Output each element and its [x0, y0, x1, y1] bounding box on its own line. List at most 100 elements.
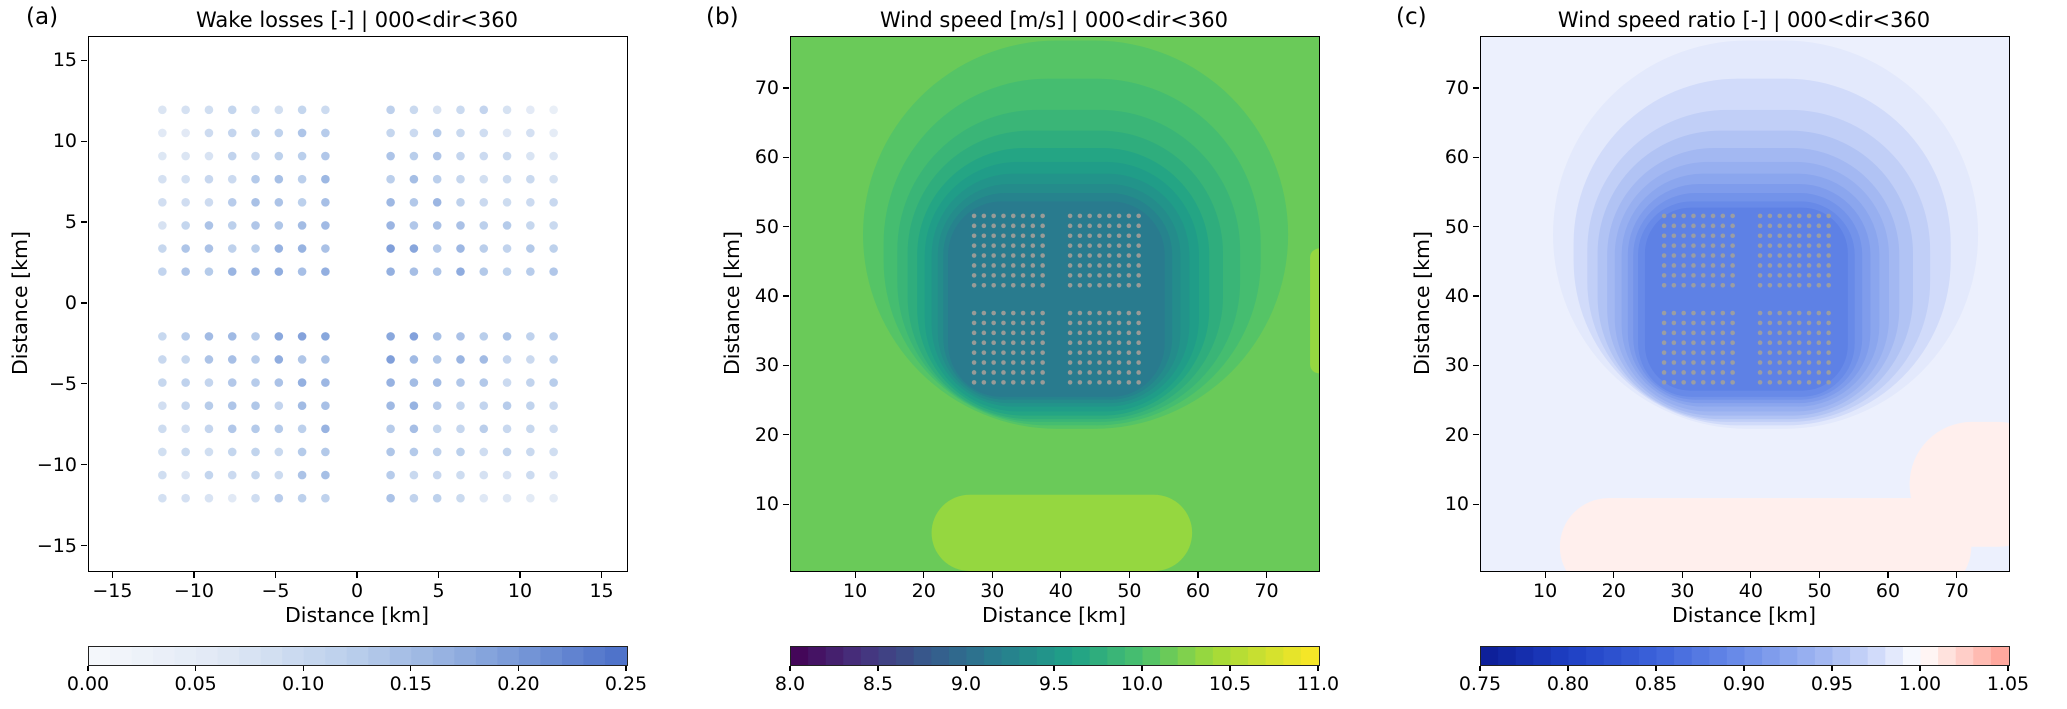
colorbar-tick-label: 0.20: [497, 673, 540, 695]
y-tick-mark: [81, 59, 87, 61]
plot-area-b: [790, 36, 1320, 572]
colorbar-tick-mark: [195, 666, 197, 671]
colorbar-tick-mark: [1743, 666, 1745, 671]
x-tick-mark: [1887, 572, 1889, 578]
colorbar-tick-label: 10.5: [1208, 673, 1252, 695]
x-tick-mark: [1613, 572, 1615, 578]
x-tick-mark: [274, 572, 277, 578]
x-tick-mark: [1955, 572, 1958, 578]
colorbar-tick-mark: [1479, 666, 1481, 671]
x-tick-label: 10: [507, 580, 533, 602]
x-tick-label: 20: [911, 580, 936, 602]
x-tick-mark: [1060, 572, 1062, 578]
colorbar-tick-mark: [1229, 666, 1231, 671]
colorbar-tick-label: 0.90: [1722, 673, 1766, 695]
x-axis-label-b: Distance [km]: [982, 603, 1126, 627]
colorbar-tick-label: 9.5: [1038, 673, 1070, 695]
plot-title-a: Wake losses [-] | 000<dir<360: [196, 8, 518, 32]
colorbar-tick-mark: [1919, 666, 1921, 671]
y-tick-mark: [1473, 434, 1479, 436]
y-tick-mark: [81, 464, 87, 466]
y-tick-label: 15: [52, 49, 77, 72]
panel-a: (a) Wake losses [-] | 000<dir<360 Distan…: [0, 0, 690, 709]
colorbar-tick-label: 0.85: [1634, 673, 1678, 695]
y-tick-label: −10: [36, 453, 77, 476]
x-tick-label: 10: [1533, 580, 1558, 602]
x-tick-label: 60: [1875, 580, 1901, 602]
y-tick-mark: [81, 140, 87, 142]
y-tick-mark: [81, 545, 87, 547]
x-tick-mark: [356, 572, 358, 578]
y-tick-mark: [81, 383, 87, 385]
x-tick-mark: [1197, 572, 1199, 578]
x-tick-label: 50: [1807, 580, 1832, 602]
y-tick-mark: [1473, 364, 1479, 366]
y-tick-label: 70: [754, 77, 779, 99]
y-tick-label: 20: [754, 423, 779, 446]
x-tick-mark: [1818, 572, 1821, 578]
x-tick-label: 20: [1601, 580, 1626, 602]
y-tick-label: −5: [48, 372, 77, 395]
y-tick-label: 30: [754, 354, 779, 377]
y-tick-mark: [1473, 503, 1479, 505]
y-tick-label: 40: [754, 285, 779, 308]
colorbar-b: [790, 646, 1320, 666]
y-tick-mark: [1473, 156, 1479, 158]
x-tick-mark: [854, 572, 856, 578]
y-tick-mark: [1473, 226, 1479, 228]
colorbar-canvas-a: [89, 647, 627, 665]
colorbar-tick-label: 9.0: [950, 673, 982, 695]
y-tick-mark: [1473, 295, 1479, 297]
colorbar-tick-mark: [1141, 666, 1143, 671]
x-tick-mark: [1544, 572, 1546, 578]
colorbar-tick-label: 8.5: [862, 673, 894, 695]
colorbar-tick-mark: [877, 666, 879, 671]
x-tick-label: 50: [1117, 580, 1142, 602]
plot-title-b: Wind speed [m/s] | 000<dir<360: [879, 8, 1228, 32]
colorbar-tick-label: 10.0: [1120, 673, 1164, 695]
colorbar-tick-mark: [302, 666, 304, 671]
x-tick-mark: [1750, 572, 1752, 578]
x-tick-label: 0: [350, 580, 364, 602]
colorbar-tick-label: 8.0: [774, 673, 806, 695]
x-tick-label: 5: [432, 580, 445, 602]
y-tick-label: 50: [754, 215, 779, 238]
colorbar-tick-mark: [1567, 666, 1569, 671]
colorbar-tick-label: 0.95: [1810, 673, 1854, 695]
x-tick-mark: [1128, 572, 1131, 578]
x-tick-mark: [193, 572, 195, 578]
x-tick-label: 40: [1738, 580, 1763, 602]
y-tick-mark: [783, 156, 789, 158]
colorbar-tick-label: 0.75: [1458, 673, 1502, 695]
plot-area-a: [88, 36, 628, 572]
x-tick-label: 30: [980, 580, 1005, 602]
x-tick-mark: [991, 572, 993, 578]
y-tick-label: 10: [754, 493, 779, 516]
x-tick-label: −5: [261, 580, 290, 602]
colorbar-tick-mark: [517, 666, 519, 671]
panel-label-b: (b): [706, 4, 739, 30]
y-tick-mark: [783, 295, 789, 297]
y-tick-label: 30: [1444, 354, 1469, 377]
colorbar-tick-label: 1.05: [1986, 673, 2030, 695]
colorbar-tick-label: 0.10: [282, 673, 325, 695]
y-tick-label: 5: [64, 211, 77, 234]
y-tick-label: 50: [1444, 215, 1469, 238]
colorbar-tick-label: 0.00: [66, 673, 110, 695]
y-tick-label: 70: [1444, 77, 1469, 99]
x-tick-label: 10: [843, 580, 868, 602]
y-tick-mark: [1473, 87, 1479, 89]
colorbar-tick-mark: [2007, 666, 2009, 671]
panel-label-c: (c): [1396, 4, 1427, 30]
colorbar-tick-mark: [410, 666, 412, 671]
plot-area-c: [1480, 36, 2010, 572]
x-tick-mark: [1265, 572, 1268, 578]
x-tick-mark: [923, 572, 925, 578]
x-axis-label-c: Distance [km]: [1672, 603, 1816, 627]
y-tick-mark: [783, 87, 789, 89]
y-tick-label: 40: [1444, 285, 1469, 308]
y-tick-mark: [783, 364, 789, 366]
panel-label-a: (a): [26, 4, 59, 30]
colorbar-tick-mark: [1317, 666, 1319, 671]
